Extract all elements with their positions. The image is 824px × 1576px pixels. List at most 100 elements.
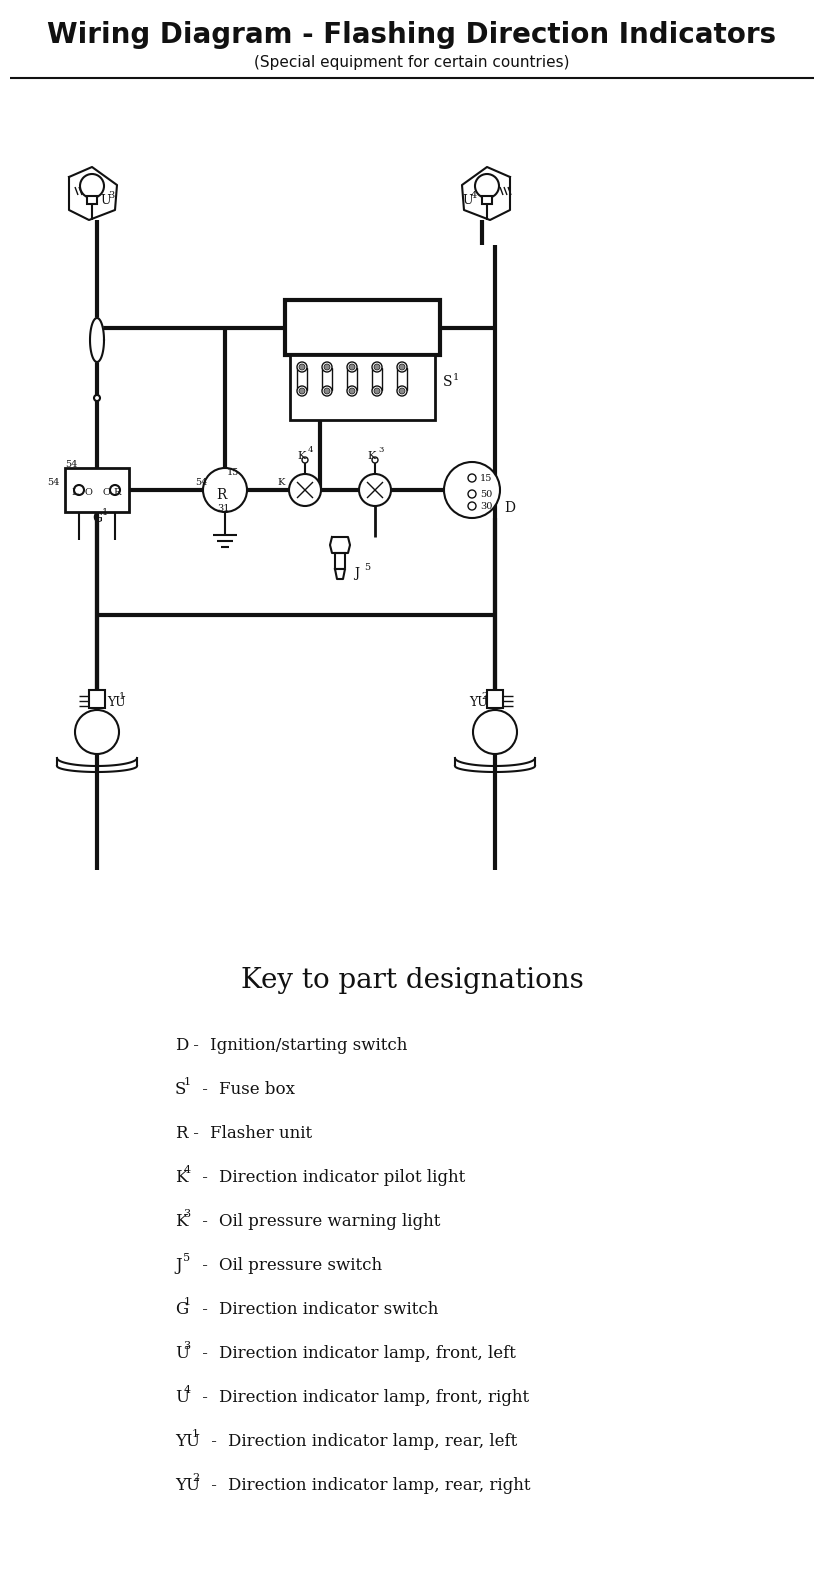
Text: Oil pressure switch: Oil pressure switch <box>219 1256 382 1273</box>
Text: -: - <box>198 1388 213 1406</box>
Circle shape <box>94 396 100 400</box>
Text: 3: 3 <box>184 1209 190 1218</box>
Circle shape <box>75 711 119 753</box>
Text: 15: 15 <box>227 468 240 476</box>
Circle shape <box>475 173 499 199</box>
Circle shape <box>80 173 104 199</box>
Circle shape <box>324 388 330 394</box>
Text: 15: 15 <box>480 473 493 482</box>
Circle shape <box>324 364 330 370</box>
Text: -: - <box>206 1433 222 1450</box>
Text: S: S <box>175 1081 186 1097</box>
Text: S: S <box>443 375 452 389</box>
Circle shape <box>110 485 120 495</box>
Circle shape <box>468 490 476 498</box>
Text: YU: YU <box>175 1433 200 1450</box>
Text: J: J <box>354 566 359 580</box>
Bar <box>347 369 357 389</box>
Circle shape <box>444 462 500 519</box>
Circle shape <box>372 362 382 372</box>
Circle shape <box>322 386 332 396</box>
Bar <box>335 553 345 569</box>
Text: YU: YU <box>469 695 488 709</box>
Text: Oil pressure warning light: Oil pressure warning light <box>219 1212 441 1229</box>
Circle shape <box>359 474 391 506</box>
Circle shape <box>397 362 407 372</box>
Text: -: - <box>206 1477 222 1494</box>
Text: K: K <box>175 1212 188 1229</box>
Text: 31: 31 <box>217 503 230 512</box>
Text: 2: 2 <box>192 1474 199 1483</box>
Bar <box>285 299 440 355</box>
Text: -: - <box>198 1344 213 1362</box>
Circle shape <box>297 362 307 372</box>
Circle shape <box>349 388 355 394</box>
Text: 1: 1 <box>119 692 125 700</box>
Circle shape <box>372 457 378 463</box>
Circle shape <box>74 485 84 495</box>
Circle shape <box>397 386 407 396</box>
Text: Flasher unit: Flasher unit <box>210 1125 312 1141</box>
Text: -: - <box>189 1125 204 1141</box>
Text: Key to part designations: Key to part designations <box>241 966 583 993</box>
Text: (Special equipment for certain countries): (Special equipment for certain countries… <box>255 55 569 69</box>
Text: K: K <box>367 451 376 462</box>
Text: Direction indicator lamp, front, right: Direction indicator lamp, front, right <box>219 1388 530 1406</box>
Circle shape <box>299 388 305 394</box>
Text: 3: 3 <box>108 191 115 200</box>
Text: 2: 2 <box>481 692 487 700</box>
Circle shape <box>347 362 357 372</box>
Bar <box>482 195 492 203</box>
Bar <box>65 468 129 512</box>
Circle shape <box>289 474 321 506</box>
Text: 50: 50 <box>480 490 492 498</box>
Polygon shape <box>335 569 345 578</box>
Text: G: G <box>175 1300 188 1318</box>
Text: 54: 54 <box>47 478 59 487</box>
Circle shape <box>374 364 380 370</box>
Text: 54: 54 <box>195 478 208 487</box>
Text: U: U <box>462 194 472 206</box>
Circle shape <box>299 364 305 370</box>
Polygon shape <box>90 318 104 362</box>
Text: 3: 3 <box>378 446 383 454</box>
Polygon shape <box>330 537 350 553</box>
Text: 1: 1 <box>192 1429 199 1439</box>
Bar <box>297 369 307 389</box>
Text: 54: 54 <box>65 460 77 470</box>
Text: Direction indicator lamp, rear, right: Direction indicator lamp, rear, right <box>228 1477 531 1494</box>
Text: -: - <box>198 1212 213 1229</box>
Text: -: - <box>198 1168 213 1185</box>
Text: R: R <box>216 489 226 503</box>
Text: 5: 5 <box>184 1253 190 1262</box>
Bar <box>89 690 105 708</box>
Text: 1: 1 <box>102 507 108 517</box>
Text: -: - <box>198 1300 213 1318</box>
Circle shape <box>374 388 380 394</box>
Circle shape <box>473 711 517 753</box>
Text: Wiring Diagram - Flashing Direction Indicators: Wiring Diagram - Flashing Direction Indi… <box>48 20 776 49</box>
Circle shape <box>203 468 247 512</box>
Text: Direction indicator switch: Direction indicator switch <box>219 1300 439 1318</box>
Circle shape <box>302 457 308 463</box>
Text: R: R <box>175 1125 188 1141</box>
Circle shape <box>347 386 357 396</box>
Bar <box>290 355 435 419</box>
Text: -: - <box>198 1081 213 1097</box>
Circle shape <box>468 474 476 482</box>
Bar <box>372 369 382 389</box>
Circle shape <box>322 362 332 372</box>
Text: R: R <box>114 487 120 496</box>
Circle shape <box>468 503 476 511</box>
Text: 4: 4 <box>184 1385 190 1395</box>
Text: -: - <box>198 1256 213 1273</box>
Text: YU: YU <box>107 695 126 709</box>
Text: 3: 3 <box>184 1341 190 1351</box>
Text: 5: 5 <box>364 563 370 572</box>
Text: 1: 1 <box>184 1297 190 1307</box>
Text: G: G <box>92 512 102 525</box>
Text: O: O <box>102 487 110 496</box>
Text: 4: 4 <box>184 1165 190 1176</box>
Text: L: L <box>72 487 78 496</box>
Bar <box>87 195 97 203</box>
